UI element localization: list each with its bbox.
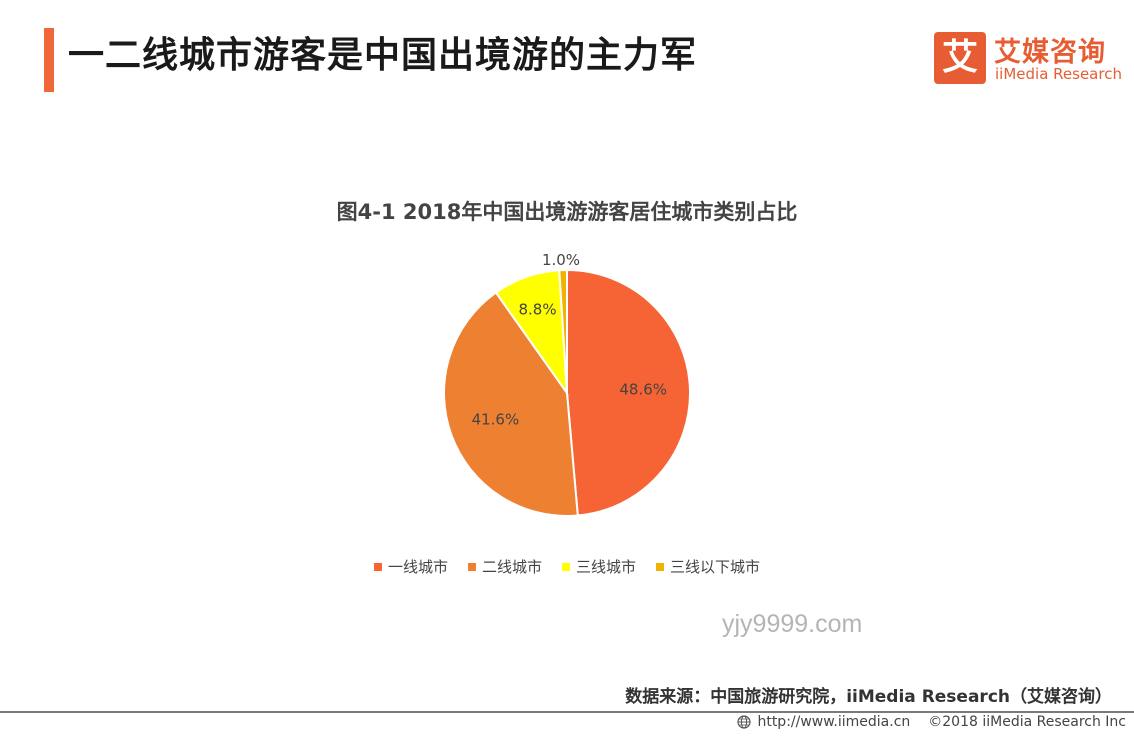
legend-swatch bbox=[562, 562, 570, 571]
chart-legend: 一线城市 二线城市 三线城市 三线以下城市 bbox=[0, 556, 1134, 577]
title-accent-bar bbox=[44, 28, 54, 92]
pie-slice-1 bbox=[566, 268, 691, 517]
footer-divider bbox=[0, 711, 1134, 713]
legend-label: 三线以下城市 bbox=[670, 558, 761, 576]
data-source: 数据来源：中国旅游研究院，iiMedia Research（艾媒咨询） bbox=[625, 687, 1112, 707]
legend-item-3: 三线城市 bbox=[562, 556, 636, 577]
legend-item-4: 三线以下城市 bbox=[656, 556, 760, 577]
slice-label-2: 41.6% bbox=[472, 410, 520, 428]
footer-url[interactable]: http://www.iimedia.cn bbox=[757, 714, 911, 730]
page-title: 一二线城市游客是中国出境游的主力军 bbox=[68, 35, 698, 76]
legend-label: 三线城市 bbox=[576, 558, 637, 576]
legend-swatch bbox=[373, 562, 382, 571]
chart-title: 图4-1 2018年中国出境游游客居住城市类别占比 bbox=[336, 200, 798, 224]
legend-label: 二线城市 bbox=[481, 558, 542, 576]
footer: http://www.iimedia.cn ©2018 iiMedia Rese… bbox=[737, 714, 1126, 730]
logo-mark-icon: 艾 bbox=[934, 32, 986, 84]
watermark: yjy9999.com bbox=[722, 610, 863, 638]
legend-swatch bbox=[467, 562, 476, 571]
slice-label-3: 8.8% bbox=[518, 300, 556, 318]
footer-copyright: ©2018 iiMedia Research Inc bbox=[928, 714, 1126, 730]
iimedia-logo: 艾 艾媒咨询 iiMedia Research bbox=[934, 32, 1124, 86]
logo-name-en: iiMedia Research bbox=[995, 65, 1122, 83]
pie-slice-4 bbox=[558, 268, 568, 394]
logo-name-cn: 艾媒咨询 bbox=[994, 37, 1106, 68]
globe-icon bbox=[737, 715, 752, 729]
slice-label-1: 48.6% bbox=[619, 381, 667, 399]
legend-swatch bbox=[656, 562, 665, 571]
pie-slice-2 bbox=[443, 291, 579, 517]
slice-label-4: 1.0% bbox=[542, 251, 580, 269]
legend-item-1: 一线城市 bbox=[373, 556, 448, 577]
legend-item-2: 二线城市 bbox=[467, 556, 542, 577]
legend-label: 一线城市 bbox=[387, 558, 448, 576]
